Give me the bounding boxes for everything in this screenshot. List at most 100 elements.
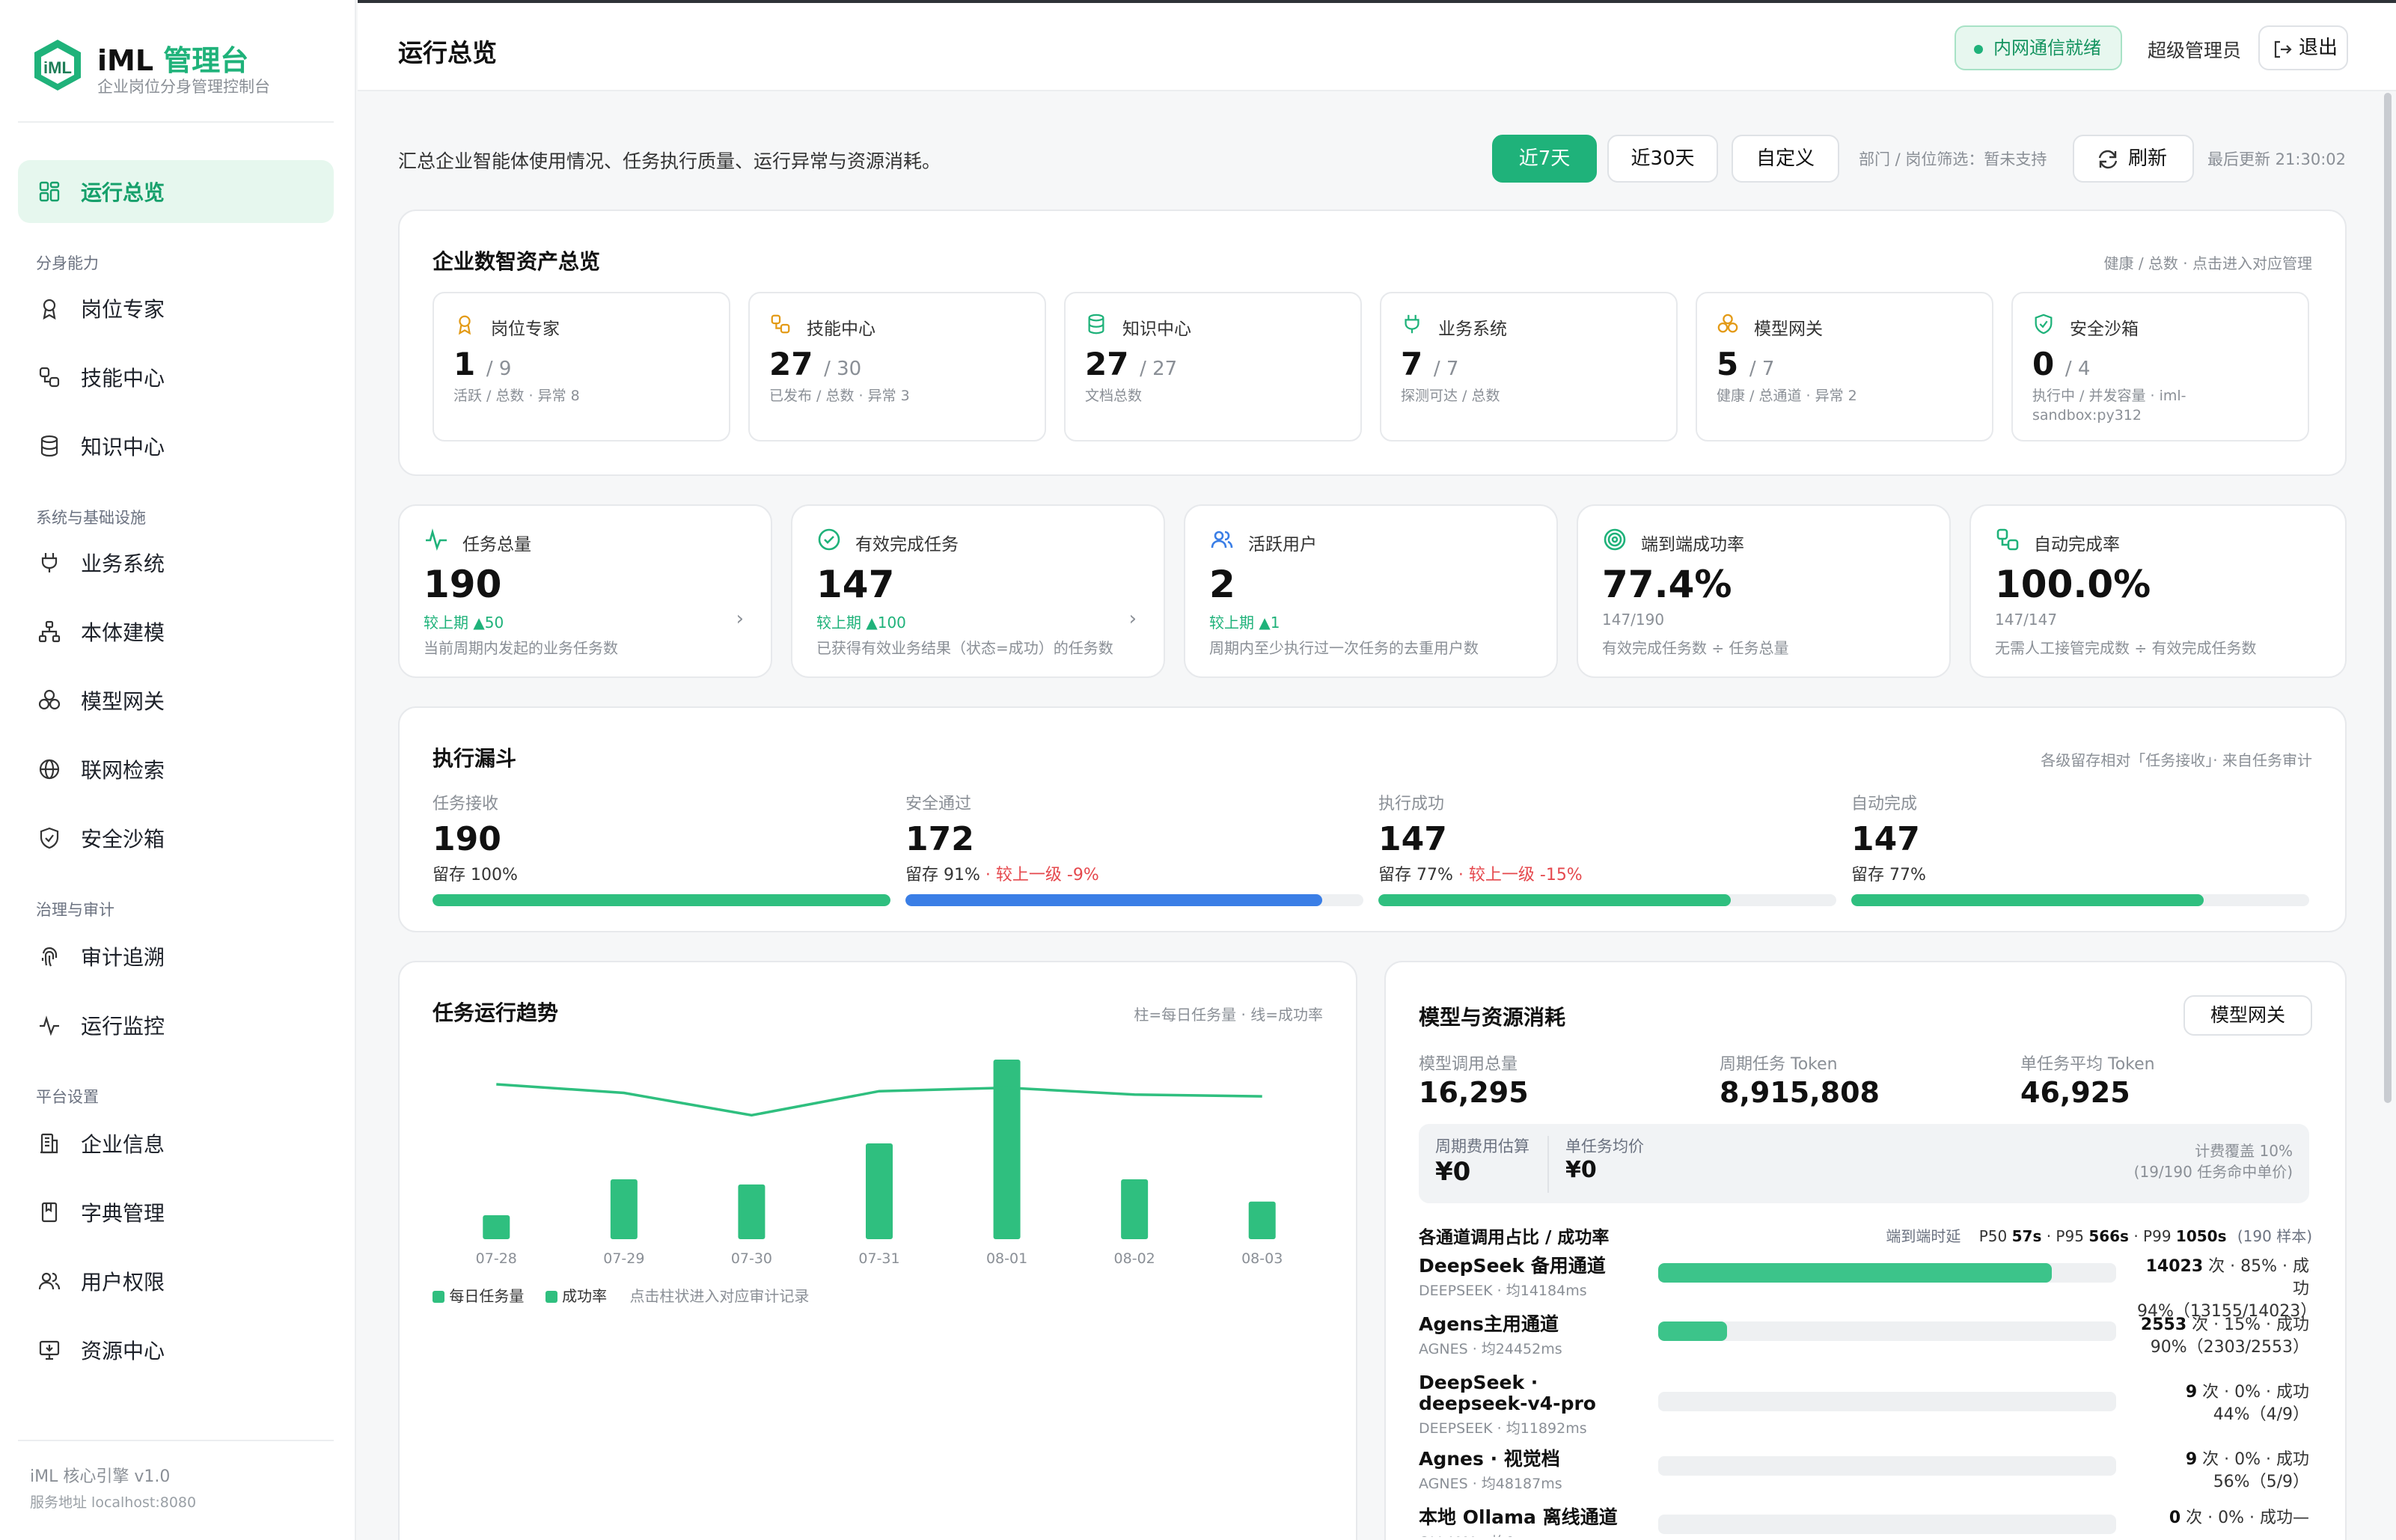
- channel-success: 56%（5/9）: [2213, 1473, 2309, 1491]
- sidebar-item-monitor[interactable]: 运行监控: [18, 994, 334, 1057]
- channel-row: 本地 Ollama 离线通道 OLLAMA · 均0ms 0 次 · 0% · …: [1419, 1507, 2309, 1537]
- logo-icon: iML: [34, 40, 81, 91]
- building-icon: [40, 1133, 58, 1154]
- latency-p99-value: 1050s: [2175, 1227, 2227, 1245]
- skills-icon: [771, 314, 790, 334]
- asset-desc: 文档总数: [1085, 388, 1143, 404]
- channel-success: 44%（4/9）: [2213, 1405, 2309, 1424]
- asset-total: / 27: [1140, 358, 1178, 380]
- logout-button[interactable]: 退出: [2258, 25, 2348, 70]
- legend-note: 点击柱状进入对应审计记录: [629, 1287, 810, 1305]
- refresh-button[interactable]: 刷新: [2073, 135, 2194, 183]
- asset-tile-sandbox[interactable]: 安全沙箱 0 / 4 执行中 / 并发容量 · iml-sandbox:py31…: [2011, 292, 2309, 441]
- sidebar-item-label: 技能中心: [81, 366, 165, 391]
- kpi-value: 100.0%: [1995, 563, 2151, 606]
- sidebar-item-experts[interactable]: 岗位专家: [18, 277, 334, 340]
- sidebar-item-label: 安全沙箱: [81, 827, 165, 852]
- sidebar-item-dictionary[interactable]: 字典管理: [18, 1181, 334, 1244]
- model-stat: 模型调用总量 16,295: [1419, 1051, 1529, 1109]
- sidebar-item-sandbox[interactable]: 安全沙箱: [18, 807, 334, 870]
- card-title: 模型与资源消耗: [1419, 1005, 1566, 1030]
- database-icon: [1088, 314, 1104, 334]
- trend-bar[interactable]: [738, 1184, 765, 1239]
- latency-p50-value: 57s: [2011, 1227, 2042, 1245]
- refresh-label: 刷新: [2128, 147, 2168, 170]
- engine-version: iML 核心引擎 v1.0: [30, 1467, 171, 1486]
- logout-icon: [2274, 40, 2292, 58]
- sidebar-item-audit[interactable]: 审计追溯: [18, 925, 334, 988]
- channel-calls: 2553: [2140, 1316, 2187, 1334]
- sidebar-item-permissions[interactable]: 用户权限: [18, 1250, 334, 1313]
- kpi-change: 较上期 ▲50: [424, 614, 504, 632]
- billing-coverage: 计费覆盖 10% (19/190 任务命中单价): [2134, 1140, 2293, 1182]
- range-custom-button[interactable]: 自定义: [1732, 135, 1839, 183]
- trend-bar[interactable]: [993, 1060, 1021, 1239]
- trend-bar[interactable]: [610, 1179, 638, 1239]
- range-7d-button[interactable]: 近7天: [1492, 135, 1597, 183]
- latency-p95-value: 566s: [2088, 1227, 2129, 1245]
- nav-group-title: 治理与审计: [36, 901, 114, 919]
- skills-icon: [39, 367, 60, 388]
- asset-name: 模型网关: [1754, 320, 1823, 339]
- trend-bar[interactable]: [1248, 1201, 1276, 1239]
- coverage-line: (19/190 任务命中单价): [2133, 1163, 2293, 1181]
- card-hint: 各级留存相对「任务接收」· 来自任务审计: [2041, 751, 2312, 769]
- kpi-card-completed-tasks[interactable]: 有效完成任务 147 较上期 ▲100 已获得有效业务结果（状态=成功）的任务数…: [791, 504, 1165, 678]
- trend-bar[interactable]: [483, 1215, 510, 1239]
- database-icon: [40, 435, 58, 457]
- range-30d-button[interactable]: 近30天: [1607, 135, 1718, 183]
- sidebar-item-model-gateway[interactable]: 模型网关: [18, 669, 334, 732]
- cost-estimate-box: 周期费用估算 ¥0 单任务均价 ¥0 计费覆盖 10% (19/190 任务命中单…: [1419, 1124, 2309, 1203]
- asset-tile-knowledge[interactable]: 知识中心 27 / 27 文档总数: [1064, 292, 1362, 441]
- trend-bar[interactable]: [1121, 1179, 1149, 1239]
- sidebar-item-label: 运行总览: [81, 180, 165, 205]
- kpi-value: 77.4%: [1602, 563, 1732, 606]
- sidebar-item-business-systems[interactable]: 业务系统: [18, 531, 334, 594]
- coverage-line: 计费覆盖 10%: [2195, 1142, 2293, 1160]
- divider: [1547, 1136, 1549, 1193]
- kpi-desc: 有效完成任务数 ÷ 任务总量: [1602, 639, 1789, 657]
- sidebar-item-company[interactable]: 企业信息: [18, 1112, 334, 1175]
- plug-icon: [1405, 314, 1419, 334]
- sidebar-item-overview[interactable]: 运行总览: [18, 160, 334, 223]
- asset-total: / 9: [486, 358, 512, 380]
- asset-tile-skills[interactable]: 技能中心 27 / 30 已发布 / 总数 · 异常 3: [748, 292, 1046, 441]
- channel-rate: 次 · 85% · 成功: [2203, 1257, 2309, 1298]
- sidebar-item-skills[interactable]: 技能中心: [18, 346, 334, 409]
- card-title: 任务运行趋势: [433, 1000, 559, 1025]
- cost-label: 周期费用估算: [1435, 1137, 1529, 1155]
- card-hint: 柱=每日任务量 · 线=成功率: [1134, 1006, 1323, 1024]
- shield-icon: [40, 827, 59, 849]
- channel-section-title: 各通道调用占比 / 成功率: [1419, 1228, 1610, 1247]
- channel-calls: 0: [2169, 1509, 2181, 1527]
- channel-rate: 次 · 15% · 成功: [2186, 1316, 2309, 1334]
- sidebar-item-web-search[interactable]: 联网检索: [18, 738, 334, 801]
- x-tick-label: 07-29: [603, 1250, 644, 1267]
- app-subtitle: 企业岗位分身管理控制台: [97, 78, 270, 96]
- channel-rate: 次 · 0% · 成功: [2197, 1450, 2309, 1469]
- scrollbar-thumb[interactable]: [2384, 93, 2392, 1103]
- kpi-card-total-tasks[interactable]: 任务总量 190 较上期 ▲50 当前周期内发起的业务任务数 ›: [398, 504, 772, 678]
- sidebar-item-label: 资源中心: [81, 1339, 165, 1363]
- kpi-name: 任务总量: [462, 535, 531, 554]
- model-gateway-button[interactable]: 模型网关: [2183, 995, 2312, 1036]
- sidebar: iML iML 管理台 企业岗位分身管理控制台 运行总览 分身能力 岗位专家 技…: [0, 0, 356, 1540]
- sidebar-item-ontology[interactable]: 本体建模: [18, 600, 334, 663]
- app-title-suffix: 管理台: [163, 44, 249, 77]
- trend-bar[interactable]: [866, 1143, 893, 1239]
- gateway-icon: [1717, 314, 1738, 333]
- sidebar-item-knowledge[interactable]: 知识中心: [18, 415, 334, 477]
- x-tick-label: 07-28: [476, 1250, 517, 1267]
- asset-tile-experts[interactable]: 岗位专家 1 / 9 活跃 / 总数 · 异常 8: [433, 292, 730, 441]
- success-rate-line: [496, 1083, 1262, 1117]
- plug-icon: [41, 553, 58, 572]
- asset-overview-card: 企业数智资产总览 健康 / 总数 · 点击进入对应管理 岗位专家 1 / 9 活…: [398, 210, 2347, 476]
- funnel-retain: 留存 77% · 较上一级 -15%: [1378, 861, 1836, 885]
- asset-name: 知识中心: [1122, 320, 1191, 339]
- asset-tile-model-gateway[interactable]: 模型网关 5 / 7 健康 / 总通道 · 异常 2: [1696, 292, 1993, 441]
- funnel-bar-fill: [1378, 894, 1732, 906]
- funnel-label: 执行成功: [1378, 795, 1445, 813]
- sidebar-item-resources[interactable]: 资源中心: [18, 1319, 334, 1381]
- channel-calls: 14023: [2145, 1257, 2204, 1276]
- asset-tile-business-systems[interactable]: 业务系统 7 / 7 探测可达 / 总数: [1380, 292, 1678, 441]
